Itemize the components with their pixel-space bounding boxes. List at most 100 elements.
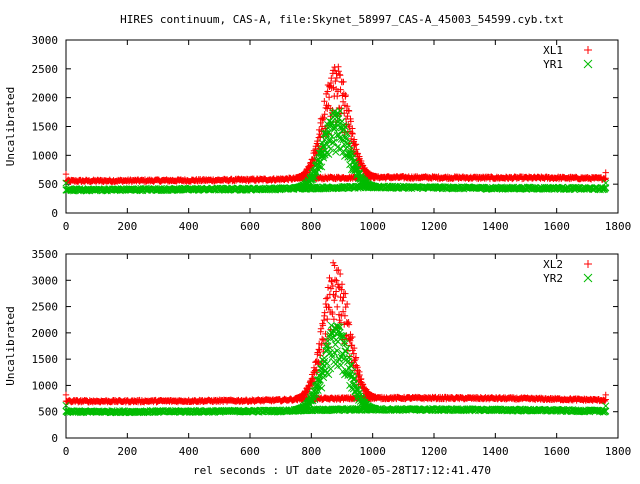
data-point bbox=[342, 91, 349, 99]
data-point bbox=[316, 346, 323, 354]
data-point bbox=[317, 325, 325, 332]
series-YR2 bbox=[62, 321, 610, 417]
data-point bbox=[318, 384, 326, 392]
legend-marker bbox=[584, 46, 592, 54]
series-YR1 bbox=[62, 107, 610, 195]
data-point bbox=[319, 322, 327, 329]
data-point bbox=[345, 321, 353, 328]
data-point bbox=[350, 344, 358, 352]
y-tick-label: 1000 bbox=[32, 379, 59, 392]
y-axis-label: Uncalibrated bbox=[4, 306, 17, 385]
data-point bbox=[371, 405, 380, 413]
x-tick-label: 1200 bbox=[421, 220, 448, 233]
data-point bbox=[329, 282, 336, 290]
data-point bbox=[321, 309, 328, 316]
data-point bbox=[351, 142, 358, 149]
data-point bbox=[349, 130, 356, 138]
data-point bbox=[308, 162, 315, 170]
data-point bbox=[602, 402, 610, 410]
data-point bbox=[321, 98, 328, 105]
data-point bbox=[347, 118, 355, 125]
data-point bbox=[353, 146, 360, 153]
data-point bbox=[355, 168, 363, 177]
data-point bbox=[325, 304, 333, 311]
plot-frame bbox=[65, 253, 619, 439]
y-tick-label: 2500 bbox=[32, 63, 59, 76]
data-point bbox=[371, 182, 380, 191]
data-point bbox=[320, 114, 328, 122]
x-tick-label: 1200 bbox=[421, 445, 448, 458]
data-point bbox=[330, 138, 338, 146]
x-tick-label: 1400 bbox=[482, 220, 509, 233]
data-point bbox=[319, 142, 327, 150]
data-point bbox=[372, 393, 379, 401]
y-tick-label: 2500 bbox=[32, 301, 59, 314]
y-tick-label: 3500 bbox=[32, 248, 59, 261]
data-point bbox=[333, 347, 341, 355]
data-point bbox=[338, 281, 346, 288]
x-tick-label: 1800 bbox=[605, 445, 632, 458]
data-point bbox=[602, 169, 609, 176]
data-point bbox=[601, 397, 608, 404]
x-tick-label: 0 bbox=[63, 445, 70, 458]
x-tick-label: 400 bbox=[179, 445, 199, 458]
data-point bbox=[334, 92, 341, 100]
x-tick-label: 1800 bbox=[605, 220, 632, 233]
y-tick-label: 2000 bbox=[32, 327, 59, 340]
data-point bbox=[334, 303, 341, 311]
data-point bbox=[136, 187, 144, 195]
chart-panel-2: 0 200 400 600 800 1000 1200 1400 1600 1800 0 500 100… bbox=[4, 248, 631, 458]
data-point bbox=[602, 407, 610, 415]
data-point bbox=[399, 182, 407, 190]
data-point bbox=[62, 401, 70, 409]
x-tick-label: 1600 bbox=[543, 220, 570, 233]
data-point bbox=[315, 346, 323, 353]
y-tick-label: 0 bbox=[51, 207, 58, 220]
data-point bbox=[350, 136, 358, 143]
data-point bbox=[341, 312, 349, 319]
x-tick-label: 600 bbox=[240, 445, 260, 458]
x-tick-label: 1600 bbox=[543, 445, 570, 458]
y-tick-label: 3000 bbox=[32, 34, 59, 47]
legend-label: YR1 bbox=[543, 58, 563, 71]
data-point bbox=[331, 297, 338, 304]
data-point bbox=[336, 323, 344, 331]
data-point bbox=[321, 110, 328, 118]
y-tick-label: 1500 bbox=[32, 121, 59, 134]
data-point bbox=[337, 145, 345, 153]
y-tick-label: 500 bbox=[38, 406, 58, 419]
x-tick-label: 400 bbox=[179, 220, 199, 233]
data-point bbox=[336, 72, 344, 79]
x-tick-label: 200 bbox=[117, 220, 137, 233]
x-tick-label: 800 bbox=[301, 220, 321, 233]
data-point bbox=[602, 391, 609, 399]
y-axis-label: Uncalibrated bbox=[4, 87, 17, 166]
data-point bbox=[325, 150, 333, 159]
data-point bbox=[342, 290, 349, 297]
legend-label: XL1 bbox=[543, 44, 563, 57]
data-point bbox=[323, 149, 331, 157]
data-point bbox=[345, 107, 353, 115]
data-point bbox=[324, 315, 331, 323]
data-point bbox=[328, 74, 335, 82]
data-point bbox=[347, 362, 355, 370]
data-point bbox=[323, 141, 331, 149]
data-point bbox=[337, 319, 345, 326]
chart-panel-1: 0 200 400 600 800 1000 1200 1400 1600 1800 0 500 100… bbox=[4, 34, 631, 233]
data-point bbox=[311, 395, 319, 403]
y-tick-label: 0 bbox=[51, 432, 58, 445]
chart-panels: 0 200 400 600 800 1000 1200 1400 1600 1800 0 500 100… bbox=[4, 34, 631, 458]
data-point bbox=[324, 294, 331, 302]
data-point bbox=[345, 354, 353, 362]
data-point bbox=[340, 339, 348, 347]
data-point bbox=[332, 288, 340, 295]
data-point bbox=[343, 300, 351, 308]
data-point bbox=[602, 175, 609, 182]
legend-label: YR2 bbox=[543, 272, 563, 285]
data-point bbox=[343, 345, 351, 353]
data-point bbox=[602, 179, 610, 187]
data-point bbox=[336, 270, 344, 278]
data-point bbox=[329, 259, 337, 267]
